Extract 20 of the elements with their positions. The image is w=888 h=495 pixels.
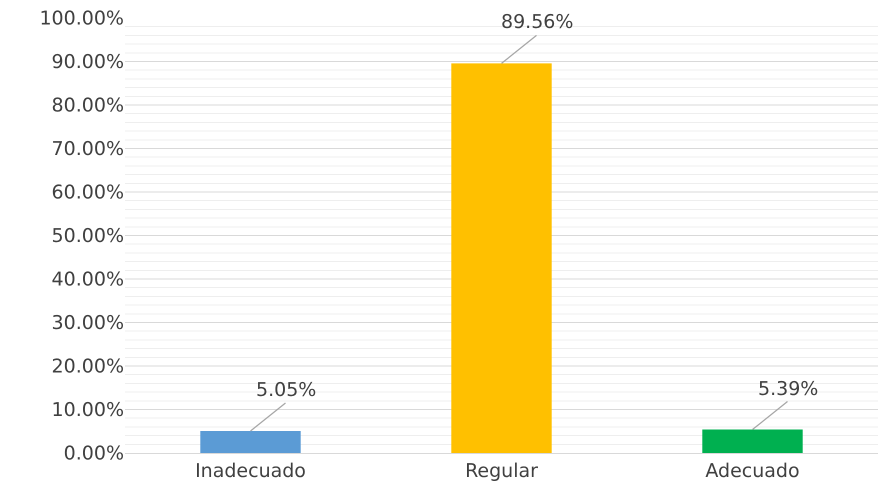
y-tick-label: 70.00% xyxy=(52,138,124,160)
data-label: 89.56% xyxy=(501,11,574,33)
bar xyxy=(451,63,552,453)
x-tick-label: Inadecuado xyxy=(195,460,306,482)
y-tick-label: 50.00% xyxy=(52,225,124,248)
data-label: 5.05% xyxy=(256,379,316,401)
data-label: 5.39% xyxy=(758,378,818,400)
y-tick-label: 60.00% xyxy=(52,182,124,204)
y-tick-label: 90.00% xyxy=(52,51,124,74)
y-tick-label: 0.00% xyxy=(64,442,124,465)
y-tick-label: 10.00% xyxy=(52,399,124,422)
y-tick-label: 40.00% xyxy=(52,268,124,291)
bar xyxy=(702,430,803,453)
y-tick-label: 20.00% xyxy=(52,356,124,378)
y-tick-label: 100.00% xyxy=(39,8,124,30)
y-tick-label: 30.00% xyxy=(52,312,124,334)
y-tick-label: 80.00% xyxy=(52,94,124,117)
bar xyxy=(200,431,301,453)
x-tick-label: Adecuado xyxy=(705,460,800,482)
x-tick-label: Regular xyxy=(465,460,538,482)
